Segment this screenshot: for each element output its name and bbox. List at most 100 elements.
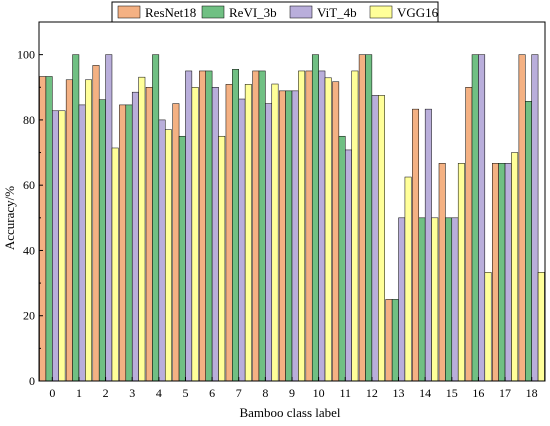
x-tick-label: 11 — [339, 386, 351, 400]
legend: ResNet18 ReVI_3b ViT_4b VGG16 — [111, 1, 439, 23]
bar-ViT_4b-3 — [131, 91, 139, 382]
y-axis-title: Accuracy/% — [2, 186, 17, 250]
x-tick-label: 2 — [103, 386, 109, 400]
bar-ViT_4b-6 — [211, 87, 219, 382]
bar-VGG16-6 — [218, 135, 226, 382]
bar-ViT_4b-14 — [424, 108, 432, 382]
bar-ReVI_3b-13 — [391, 299, 399, 382]
x-tick-label: 0 — [49, 386, 55, 400]
y-tick-label: 20 — [23, 309, 35, 323]
x-tick-label: 10 — [313, 386, 325, 400]
x-axis-title: Bamboo class label — [239, 405, 340, 420]
bar-ReVI_3b-17 — [498, 163, 506, 382]
bar-VGG16-4 — [164, 129, 172, 382]
x-tick-label: 12 — [366, 386, 378, 400]
y-tick-label: 40 — [23, 243, 35, 257]
legend-swatch-ViT_4b — [289, 5, 313, 19]
bar-ResNet18-9 — [278, 90, 286, 382]
bar-VGG16-18 — [537, 272, 545, 382]
bar-ResNet18-5 — [172, 103, 180, 382]
bar-ResNet18-4 — [145, 87, 153, 382]
x-tick-label: 15 — [446, 386, 458, 400]
bar-VGG16-7 — [244, 84, 252, 382]
bar-ViT_4b-9 — [291, 90, 299, 382]
y-tick-label: 80 — [23, 113, 35, 127]
bar-ResNet18-15 — [438, 163, 446, 382]
legend-label-ReVI_3b: ReVI_3b — [229, 5, 277, 20]
x-tick-label: 4 — [156, 386, 162, 400]
bar-ResNet18-11 — [332, 81, 340, 382]
bar-ViT_4b-2 — [105, 54, 113, 382]
bar-VGG16-0 — [58, 110, 66, 382]
bar-ReVI_3b-15 — [445, 217, 453, 382]
bar-ViT_4b-5 — [185, 70, 193, 382]
bar-ViT_4b-8 — [265, 103, 273, 382]
bar-ViT_4b-15 — [451, 217, 459, 382]
x-tick-label: 7 — [236, 386, 242, 400]
x-tick-label: 14 — [419, 386, 431, 400]
bar-ResNet18-7 — [225, 84, 233, 382]
x-tick-label: 9 — [289, 386, 295, 400]
legend-swatch-ResNet18 — [117, 5, 141, 19]
bar-ReVI_3b-10 — [311, 54, 319, 382]
x-tick-label: 18 — [526, 386, 538, 400]
bar-VGG16-16 — [484, 272, 492, 382]
bar-ViT_4b-1 — [78, 104, 86, 382]
bar-ReVI_3b-1 — [72, 54, 80, 382]
bar-VGG16-1 — [85, 79, 92, 382]
bar-VGG16-17 — [511, 152, 519, 382]
x-tick-label: 3 — [129, 386, 135, 400]
bar-VGG16-5 — [191, 87, 199, 382]
bar-ReVI_3b-18 — [525, 101, 532, 382]
bar-ViT_4b-12 — [371, 95, 379, 382]
bar-ReVI_3b-5 — [178, 135, 186, 382]
bar-ResNet18-6 — [199, 70, 206, 382]
legend-label-VGG16: VGG16 — [397, 5, 439, 20]
x-tick-label: 6 — [209, 386, 215, 400]
bar-ReVI_3b-12 — [365, 54, 373, 382]
x-tick-label: 8 — [262, 386, 268, 400]
bar-ViT_4b-17 — [504, 163, 512, 382]
bar-ViT_4b-16 — [478, 54, 486, 382]
bar-VGG16-14 — [431, 217, 439, 382]
x-tick-label: 13 — [393, 386, 405, 400]
bars-layer — [39, 54, 545, 382]
bar-ViT_4b-4 — [158, 119, 166, 382]
bar-ResNet18-12 — [358, 54, 366, 382]
bar-VGG16-9 — [298, 70, 306, 382]
bar-ResNet18-1 — [65, 79, 73, 382]
bar-ViT_4b-18 — [531, 54, 539, 382]
bar-ResNet18-16 — [465, 87, 473, 382]
bar-VGG16-8 — [271, 83, 279, 382]
x-tick-label: 16 — [472, 386, 484, 400]
bar-ResNet18-2 — [92, 65, 100, 382]
y-tick-label: 60 — [23, 178, 35, 192]
bar-ReVI_3b-11 — [338, 135, 346, 382]
bar-ReVI_3b-7 — [232, 69, 239, 382]
x-tick-label: 5 — [182, 386, 188, 400]
bar-ResNet18-8 — [252, 70, 260, 382]
bar-ResNet18-18 — [518, 54, 526, 382]
bar-ResNet18-17 — [492, 163, 499, 382]
x-tick-label: 1 — [76, 386, 82, 400]
bar-ReVI_3b-0 — [45, 76, 53, 382]
bar-ReVI_3b-6 — [205, 70, 213, 382]
bar-ReVI_3b-9 — [285, 90, 293, 382]
bar-ReVI_3b-3 — [125, 104, 133, 382]
bar-ResNet18-14 — [412, 108, 420, 382]
bar-VGG16-2 — [111, 147, 119, 382]
bar-VGG16-15 — [457, 163, 465, 382]
bar-ReVI_3b-14 — [418, 217, 426, 382]
bar-VGG16-11 — [351, 70, 359, 382]
bar-ViT_4b-10 — [318, 70, 326, 382]
bar-VGG16-12 — [378, 95, 385, 382]
bar-ReVI_3b-16 — [471, 54, 479, 382]
bar-ResNet18-0 — [39, 76, 47, 382]
bar-ViT_4b-7 — [238, 98, 246, 382]
y-tick-label: 100 — [17, 48, 35, 62]
bar-ResNet18-13 — [385, 299, 393, 382]
legend-swatch-ReVI_3b — [201, 5, 225, 19]
bar-VGG16-10 — [324, 77, 332, 382]
